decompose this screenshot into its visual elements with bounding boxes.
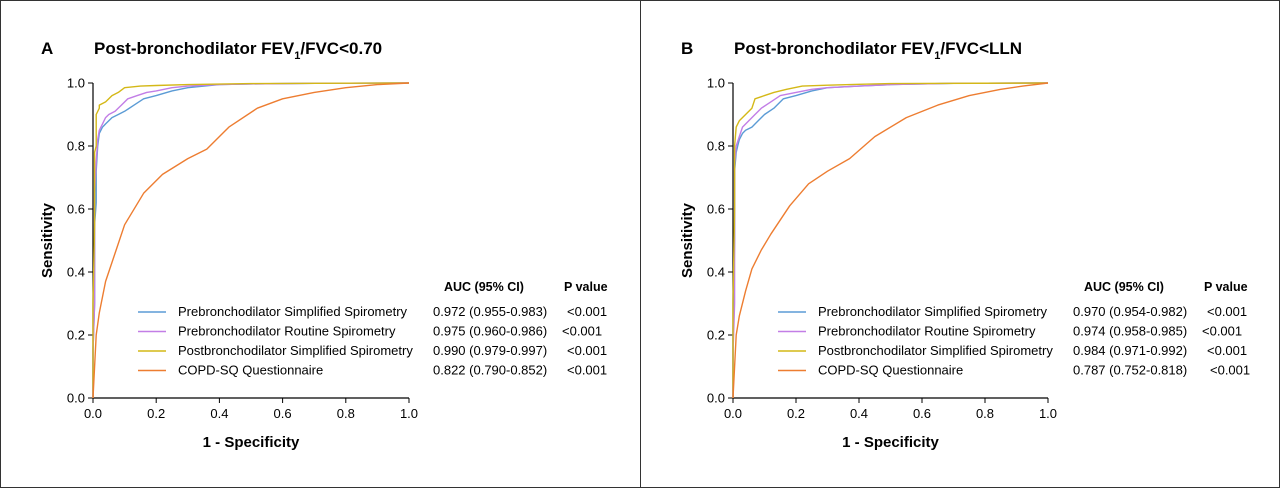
x-tick-label: 0.8	[976, 406, 994, 421]
x-tick-label: 0.4	[850, 406, 868, 421]
y-tick-label: 1.0	[707, 76, 725, 91]
series-line-1	[92, 82, 410, 398]
y-tick-label: 0.0	[67, 391, 85, 406]
legend-auc-3: 0.984 (0.971-0.992)	[1073, 343, 1187, 358]
x-axis-label: 1 - Specificity	[203, 434, 300, 451]
title-main: Post-bronchodilator FEV	[94, 39, 295, 58]
legend-auc-4: 0.787 (0.752-0.818)	[1073, 363, 1187, 378]
legend-name-1: Prebronchodilator Simplified Spirometry	[818, 304, 1048, 319]
y-tick-label: 0.4	[707, 265, 725, 280]
legend-auc-2: 0.975 (0.960-0.986)	[433, 324, 547, 339]
legend-p-2: <0.001	[562, 324, 602, 339]
legend-auc-1: 0.972 (0.955-0.983)	[433, 304, 547, 319]
title-main: Post-bronchodilator FEV	[734, 39, 935, 58]
x-tick-label: 1.0	[400, 406, 418, 421]
legend-header-p: P value	[564, 280, 608, 294]
panel-b: B Post-bronchodilator FEV1/FVC<LLN 0.0 0.2 0…	[640, 0, 1280, 488]
series-line-3	[732, 82, 1049, 398]
legend-name-2: Prebronchodilator Routine Spirometry	[818, 324, 1036, 339]
series-line-4	[92, 82, 410, 399]
legend-p-4: <0.001	[567, 363, 607, 378]
legend-auc-3: 0.990 (0.979-0.997)	[433, 343, 547, 358]
y-tick-label: 0.4	[67, 265, 85, 280]
legend-header-auc: AUC (95% CI)	[444, 280, 524, 294]
chart-title: Post-bronchodilator FEV1/FVC<0.70	[94, 39, 382, 62]
x-tick-label: 0.4	[210, 406, 228, 421]
roc-chart-b: B Post-bronchodilator FEV1/FVC<LLN 0.0 0.2 0…	[679, 39, 1250, 451]
y-tick-label: 1.0	[67, 76, 85, 91]
legend-header-p: P value	[1204, 280, 1248, 294]
legend-p-3: <0.001	[567, 343, 607, 358]
panel-label: B	[681, 39, 693, 58]
title-subscript: 1	[934, 50, 940, 62]
series-line-4	[732, 82, 1049, 399]
legend-name-4: COPD-SQ Questionnaire	[818, 363, 963, 378]
y-tick-label: 0.8	[707, 139, 725, 154]
roc-chart-a: A Post-bronchodilator FEV1/FVC<0.70 0.0 0.2…	[39, 39, 608, 451]
series-line-2	[92, 82, 410, 398]
x-tick-label: 0.2	[147, 406, 165, 421]
y-tick-label: 0.6	[67, 202, 85, 217]
legend-name-2: Prebronchodilator Routine Spirometry	[178, 324, 396, 339]
legend-name-4: COPD-SQ Questionnaire	[178, 363, 323, 378]
legend-header-auc: AUC (95% CI)	[1084, 280, 1164, 294]
x-tick-label: 0.2	[787, 406, 805, 421]
y-axis-label: Sensitivity	[39, 202, 56, 278]
title-subscript: 1	[294, 50, 300, 62]
x-tick-label: 0.6	[913, 406, 931, 421]
legend-p-1: <0.001	[1207, 304, 1247, 319]
panel-a: A Post-bronchodilator FEV1/FVC<0.70 0.0 0.2…	[0, 0, 641, 488]
legend-auc-2: 0.974 (0.958-0.985)	[1073, 324, 1187, 339]
legend-name-1: Prebronchodilator Simplified Spirometry	[178, 304, 408, 319]
y-tick-label: 0.2	[707, 328, 725, 343]
legend-p-4: <0.001	[1210, 363, 1250, 378]
chart-title: Post-bronchodilator FEV1/FVC<LLN	[734, 39, 1022, 62]
x-tick-label: 0.0	[724, 406, 742, 421]
y-tick-label: 0.2	[67, 328, 85, 343]
y-tick-label: 0.0	[707, 391, 725, 406]
title-tail: /FVC<0.70	[300, 39, 382, 58]
x-tick-label: 0.6	[274, 406, 292, 421]
legend-p-2: <0.001	[1202, 324, 1242, 339]
title-tail: /FVC<LLN	[940, 39, 1022, 58]
legend-auc-1: 0.970 (0.954-0.982)	[1073, 304, 1187, 319]
legend-auc-4: 0.822 (0.790-0.852)	[433, 363, 547, 378]
series-line-3	[92, 82, 410, 398]
x-tick-label: 0.0	[84, 406, 102, 421]
y-tick-label: 0.8	[67, 139, 85, 154]
legend-p-3: <0.001	[1207, 343, 1247, 358]
y-axis-label: Sensitivity	[679, 202, 696, 278]
panel-label: A	[41, 39, 53, 58]
x-axis-label: 1 - Specificity	[842, 434, 939, 451]
y-tick-label: 0.6	[707, 202, 725, 217]
x-tick-label: 0.8	[337, 406, 355, 421]
legend-name-3: Postbronchodilator Simplified Spirometry	[818, 343, 1053, 358]
legend-p-1: <0.001	[567, 304, 607, 319]
x-tick-label: 1.0	[1039, 406, 1057, 421]
legend-name-3: Postbronchodilator Simplified Spirometry	[178, 343, 413, 358]
